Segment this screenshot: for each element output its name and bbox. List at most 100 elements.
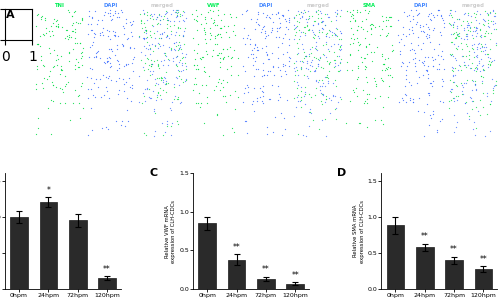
Point [135,34,143,39]
Text: DAPI: DAPI [414,3,428,8]
Point [458,53,466,58]
Point [319,92,327,97]
Point [214,52,222,57]
Point [458,89,466,94]
Point [190,63,198,67]
Point [152,22,160,27]
Point [367,32,375,36]
Point [252,19,260,24]
Point [446,8,454,13]
Point [314,62,322,67]
Point [96,55,104,60]
Point [304,76,312,81]
Point [408,46,416,51]
Point [424,64,432,69]
Point [412,7,420,12]
Point [120,64,128,69]
Point [310,55,318,59]
Point [168,100,176,105]
Point [324,72,332,77]
Point [156,18,164,23]
Point [434,8,442,13]
Point [464,27,472,32]
Point [88,28,96,33]
Point [396,48,404,53]
Point [38,58,46,63]
Point [86,45,94,49]
Point [206,31,214,35]
Point [175,82,183,87]
Point [420,134,428,139]
Point [489,8,497,13]
Point [325,49,333,54]
Point [476,12,484,17]
Point [321,23,329,27]
Point [264,33,272,38]
Point [69,20,77,25]
Point [190,47,198,52]
Point [70,36,78,41]
Point [376,23,384,28]
Point [302,84,310,89]
Point [158,121,166,125]
Point [336,48,344,53]
Point [263,125,271,130]
Point [434,61,442,66]
Y-axis label: Relative SMA mRNA
expression of CLH-CDCs: Relative SMA mRNA expression of CLH-CDCs [353,200,364,263]
Point [76,116,84,121]
Point [446,77,454,82]
Point [472,65,480,69]
Point [489,21,497,26]
Point [106,46,114,51]
Point [223,80,231,84]
Point [450,54,458,58]
Point [202,15,209,19]
Point [273,25,281,30]
Point [86,66,94,70]
Point [308,58,316,63]
Point [32,82,40,87]
Point [168,120,176,125]
Point [318,26,326,30]
Point [173,14,181,18]
Point [242,119,250,123]
Point [172,74,180,79]
Point [266,16,274,21]
Point [414,96,422,101]
Point [108,17,116,21]
Point [446,21,454,26]
Point [320,52,328,57]
Point [472,54,480,58]
Point [174,68,182,72]
Point [298,97,306,102]
Point [263,53,271,58]
Point [38,62,46,67]
Point [159,78,167,83]
Point [164,63,172,67]
Point [285,55,293,60]
Point [297,105,305,109]
Point [194,19,202,24]
Point [480,68,488,73]
Point [171,94,179,99]
Point [118,7,126,12]
Point [423,35,431,40]
Point [460,37,468,42]
Point [274,65,282,69]
Point [471,29,479,33]
Point [79,106,87,111]
Point [455,17,463,22]
Point [356,10,364,14]
Point [431,56,439,61]
Point [208,47,216,52]
Point [282,63,290,67]
Point [126,85,134,90]
Point [139,91,147,96]
Point [102,125,110,130]
Point [176,58,184,62]
Point [326,110,334,115]
Point [448,68,456,73]
Point [399,97,407,102]
Point [472,66,480,71]
Point [63,34,71,39]
